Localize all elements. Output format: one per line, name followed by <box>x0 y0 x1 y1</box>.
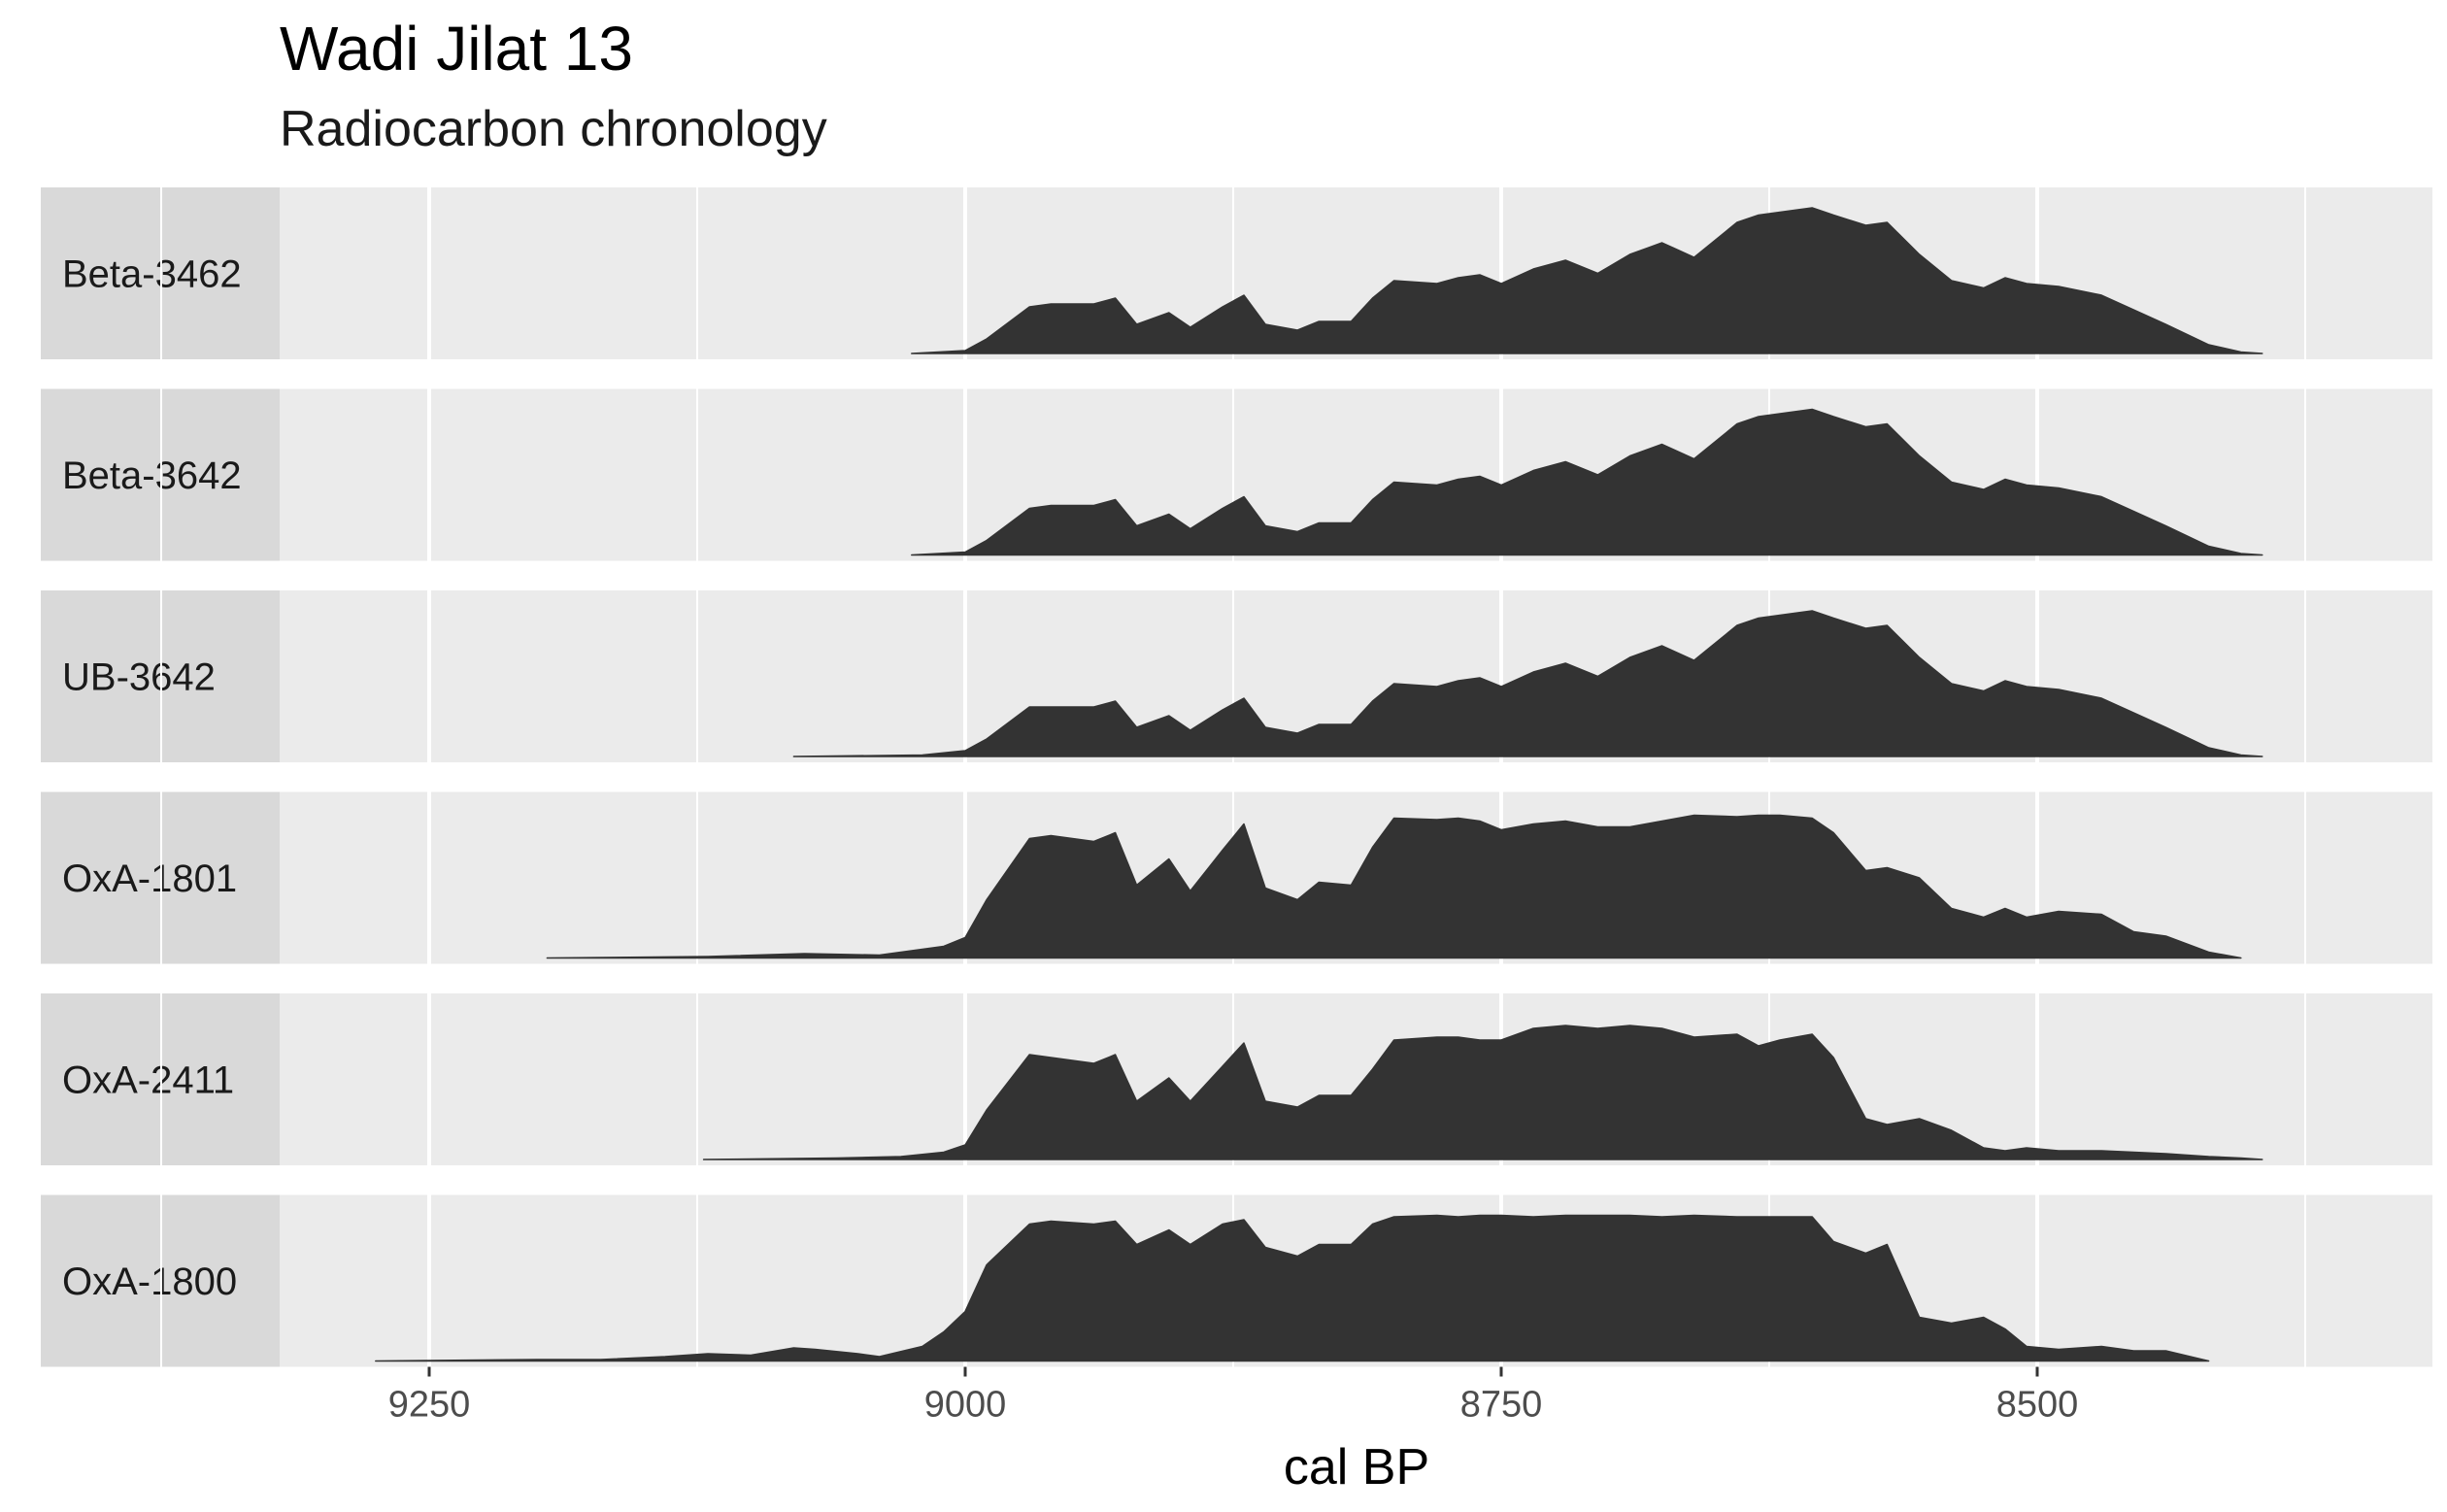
x-axis-title: cal BP <box>1284 1439 1429 1495</box>
chart-title: Wadi Jilat 13 <box>280 14 633 84</box>
x-tick-label: 9250 <box>388 1385 471 1426</box>
facet-panel: OxA-1800 <box>41 1194 2432 1367</box>
density-area <box>792 610 2263 757</box>
facet-panel: Beta-3462 <box>41 187 2432 359</box>
density-area <box>546 814 2242 959</box>
facet-strip-label: OxA-1800 <box>62 1260 237 1303</box>
facet-strip-label: UB-3642 <box>62 656 216 699</box>
density-area <box>702 1025 2263 1160</box>
facet-strip-label: Beta-3642 <box>62 454 242 497</box>
density-area <box>375 1214 2210 1362</box>
facet-panel: OxA-2411 <box>41 993 2432 1165</box>
x-axis: 9250 9000 8750 8500 <box>388 1366 2079 1426</box>
facet-panel: OxA-1801 <box>41 791 2432 964</box>
x-tick-label: 9000 <box>924 1385 1007 1426</box>
density-area <box>911 408 2263 556</box>
facet-strip-label: OxA-1801 <box>62 857 237 900</box>
facet-strip-label: Beta-3462 <box>62 253 242 296</box>
facet-panel: UB-3642 <box>41 590 2432 762</box>
chart-subtitle: Radiocarbon chronology <box>280 101 827 157</box>
facet-panels: Beta-3462 Beta-3642 UB-3642 OxA-1801 OxA-241… <box>41 187 2432 1367</box>
density-area <box>911 207 2263 354</box>
x-tick-label: 8500 <box>1996 1385 2079 1426</box>
facet-panel: Beta-3642 <box>41 388 2432 561</box>
facet-strip-label: OxA-2411 <box>62 1059 234 1102</box>
x-tick-label: 8750 <box>1460 1385 1543 1426</box>
